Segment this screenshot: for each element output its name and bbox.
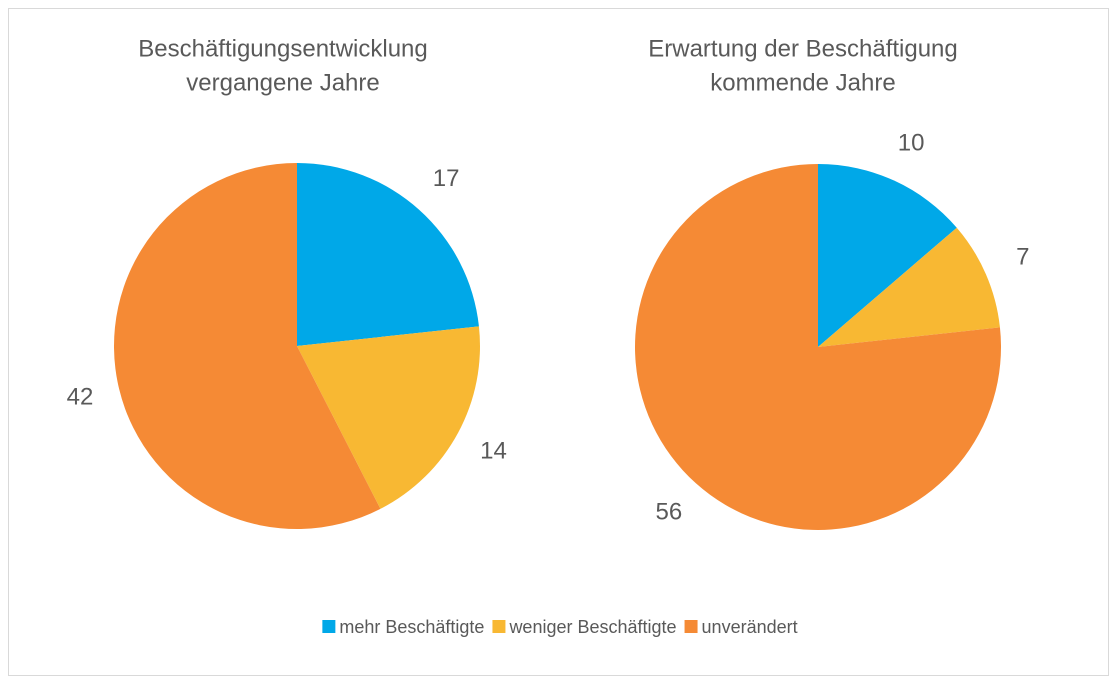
pie-slice <box>113 163 381 529</box>
data-label: 7 <box>1016 244 1029 271</box>
legend-label: mehr Beschäftigte <box>339 617 484 637</box>
chart-title: kommende Jahre <box>710 69 895 96</box>
legend-label: weniger Beschäftigte <box>508 617 676 637</box>
pie-slice <box>818 164 957 347</box>
chart-title: Beschäftigungsentwicklung <box>138 35 428 62</box>
pie-slice <box>818 227 1000 347</box>
legend-swatch <box>684 620 698 633</box>
data-label: 56 <box>655 498 682 525</box>
data-label: 10 <box>898 129 925 156</box>
legend-label: unverändert <box>702 617 798 637</box>
chart-title: vergangene Jahre <box>186 69 379 96</box>
chart-title: Erwartung der Beschäftigung <box>648 35 958 62</box>
pie-slice <box>297 163 479 346</box>
legend-swatch <box>492 620 506 633</box>
data-label: 42 <box>67 384 94 411</box>
data-label: 14 <box>480 437 507 464</box>
data-label: 17 <box>433 165 460 192</box>
pie-slice <box>297 326 480 509</box>
legend-swatch <box>322 620 336 633</box>
pie-slice <box>635 164 1002 530</box>
